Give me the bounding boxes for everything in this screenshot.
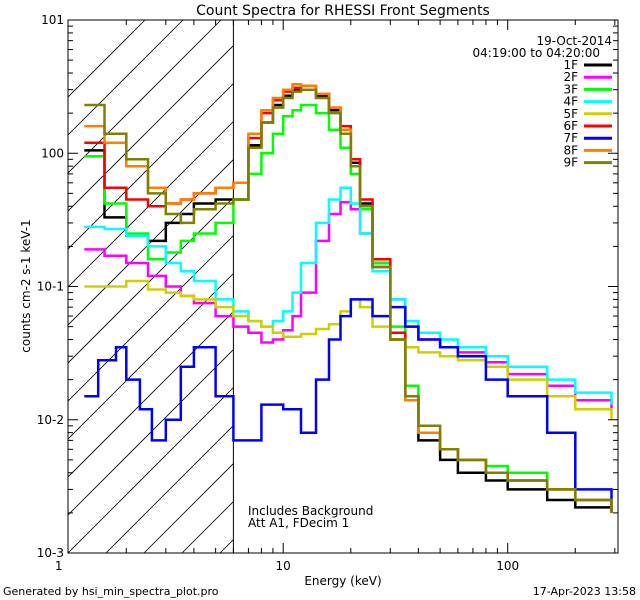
hatch-line — [68, 20, 298, 250]
legend-label-7F: 7F — [563, 131, 578, 145]
footer-timestamp: 17-Apr-2023 13:58 — [533, 585, 636, 598]
time-range-label: 04:19:00 to 04:20:00 — [473, 46, 600, 60]
series-lines — [84, 82, 613, 513]
footer-generated-by: Generated by hsi_min_spectra_plot.pro — [3, 585, 219, 598]
legend-label-3F: 3F — [563, 82, 578, 96]
legend-label-9F: 9F — [563, 156, 578, 170]
y-tick-label: 10-1 — [37, 280, 64, 294]
annotation-background: Includes Background — [248, 504, 373, 518]
legend-label-1F: 1F — [563, 58, 578, 72]
y-tick-label: 10-2 — [37, 413, 64, 427]
annotation-attenuator: Att A1, FDecim 1 — [248, 516, 349, 530]
series-line-5F — [84, 279, 613, 420]
x-tick-label: 100 — [496, 559, 519, 573]
y-tick-label: 101 — [41, 13, 64, 27]
hatch-mask — [233, 20, 618, 553]
y-tick-label: 100 — [41, 146, 64, 160]
legend-label-6F: 6F — [563, 119, 578, 133]
y-tick-labels: 10-3 10-2 10-1 100 101 — [37, 13, 64, 560]
series-line-9F — [84, 88, 613, 513]
x-tick-label: 1 — [55, 559, 63, 573]
legend-label-4F: 4F — [563, 95, 578, 109]
hatch-line — [68, 20, 222, 174]
legend-label-5F: 5F — [563, 107, 578, 121]
chart-title: Count Spectra for RHESSI Front Segments — [196, 3, 490, 19]
x-axis-label: Energy (keV) — [304, 574, 381, 588]
hatched-region — [68, 20, 618, 553]
series-line-7F — [84, 298, 613, 513]
x-tick-label: 10 — [276, 559, 291, 573]
legend-label-2F: 2F — [563, 70, 578, 84]
axis-ticks — [68, 19, 618, 554]
x-tick-labels: 1 10 100 — [55, 559, 519, 573]
date-label: 19-Oct-2014 — [536, 34, 612, 48]
legend-label-8F: 8F — [563, 143, 578, 157]
hatch-line — [68, 20, 260, 212]
y-axis-label: counts cm-2 s-1 keV-1 — [19, 219, 33, 352]
y-tick-label: 10-3 — [37, 546, 64, 560]
hatch-line — [68, 20, 184, 136]
